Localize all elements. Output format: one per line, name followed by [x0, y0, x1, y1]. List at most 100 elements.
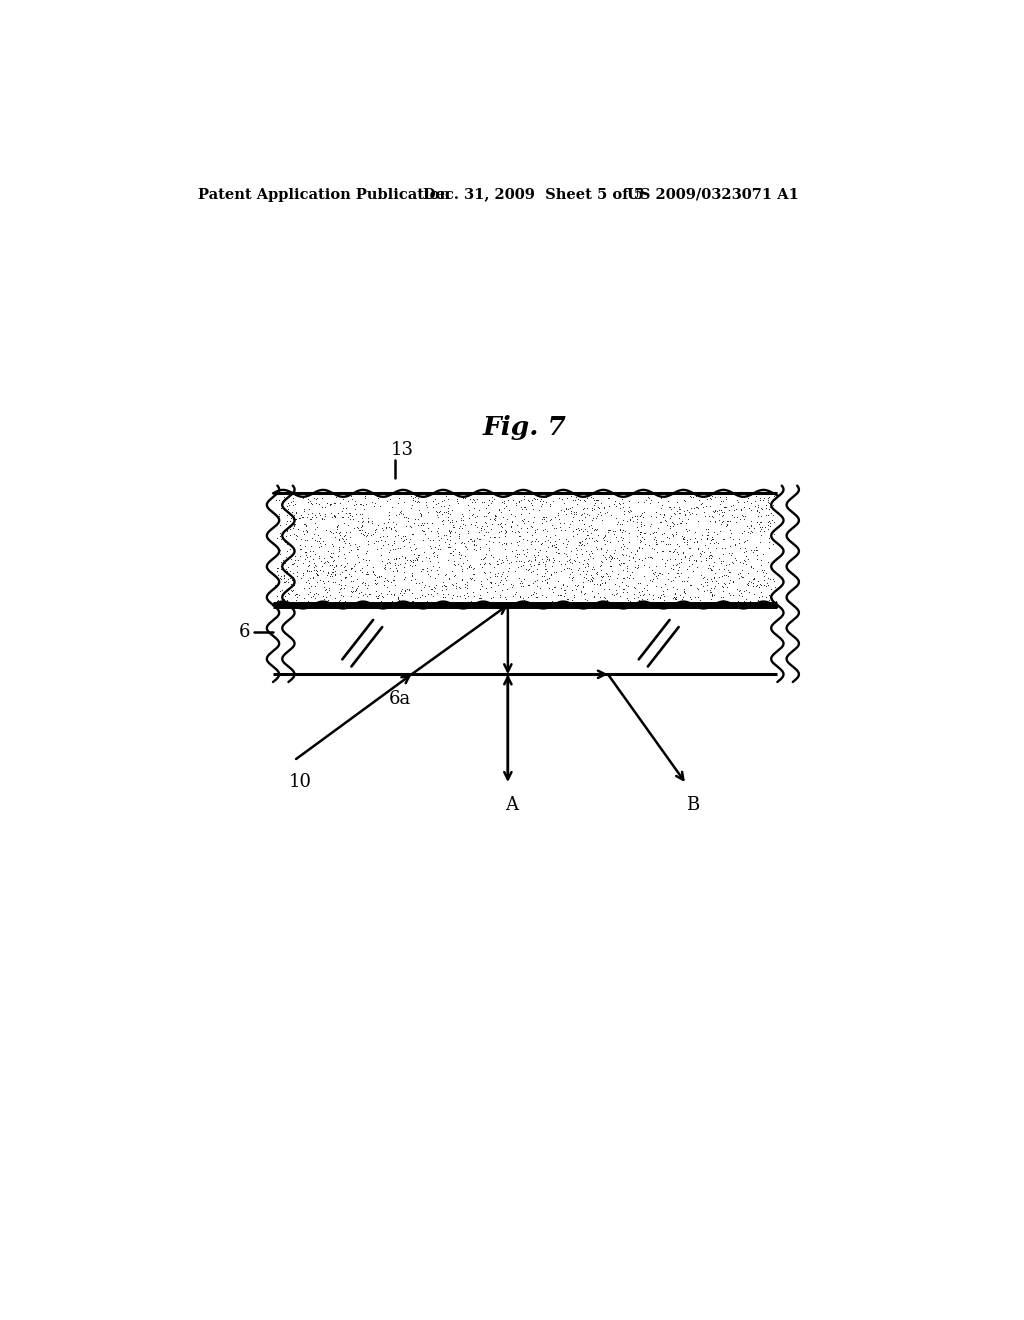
- Point: [615, 552, 632, 573]
- Point: [292, 535, 308, 556]
- Point: [300, 488, 316, 510]
- Point: [630, 520, 646, 541]
- Point: [568, 546, 585, 568]
- Point: [602, 520, 618, 541]
- Point: [682, 528, 698, 549]
- Point: [420, 517, 436, 539]
- Point: [437, 564, 454, 585]
- Point: [424, 512, 440, 533]
- Point: [328, 507, 344, 528]
- Point: [457, 536, 473, 557]
- Point: [285, 494, 301, 515]
- Point: [301, 498, 317, 519]
- Point: [419, 590, 435, 611]
- Point: [441, 536, 458, 557]
- Point: [439, 502, 456, 523]
- Point: [611, 492, 628, 513]
- Point: [745, 568, 762, 589]
- Point: [437, 486, 454, 507]
- Point: [272, 556, 289, 577]
- Point: [451, 543, 467, 564]
- Point: [616, 568, 633, 589]
- Point: [743, 556, 760, 577]
- Point: [430, 552, 446, 573]
- Point: [657, 556, 674, 577]
- Point: [745, 569, 762, 590]
- Point: [323, 494, 339, 515]
- Point: [715, 528, 731, 549]
- Point: [568, 519, 585, 540]
- Point: [372, 566, 388, 587]
- Point: [588, 490, 604, 511]
- Point: [679, 531, 695, 552]
- Point: [311, 545, 328, 566]
- Point: [459, 549, 475, 570]
- Point: [359, 531, 376, 552]
- Point: [472, 587, 488, 609]
- Point: [701, 486, 718, 507]
- Point: [445, 516, 462, 537]
- Point: [478, 533, 495, 554]
- Point: [526, 581, 543, 602]
- Point: [688, 531, 705, 552]
- Point: [568, 487, 585, 508]
- Point: [353, 503, 370, 524]
- Point: [317, 506, 334, 527]
- Point: [331, 537, 347, 558]
- Point: [268, 490, 285, 511]
- Point: [284, 507, 300, 528]
- Point: [346, 490, 362, 511]
- Point: [601, 546, 617, 568]
- Point: [444, 574, 461, 595]
- Point: [507, 521, 523, 543]
- Point: [705, 570, 721, 591]
- Point: [727, 535, 743, 556]
- Point: [293, 568, 309, 589]
- Point: [364, 512, 380, 533]
- Point: [342, 535, 358, 556]
- Point: [547, 591, 563, 612]
- Point: [630, 525, 646, 546]
- Point: [615, 553, 632, 574]
- Point: [282, 539, 298, 560]
- Point: [486, 566, 503, 587]
- Point: [615, 568, 632, 589]
- Point: [501, 557, 517, 578]
- Point: [272, 569, 289, 590]
- Point: [451, 541, 467, 562]
- Point: [753, 517, 769, 539]
- Point: [403, 590, 420, 611]
- Point: [706, 532, 722, 553]
- Point: [697, 549, 714, 570]
- Point: [760, 519, 776, 540]
- Point: [737, 529, 754, 550]
- Point: [454, 569, 470, 590]
- Point: [695, 579, 712, 601]
- Point: [341, 564, 357, 585]
- Point: [288, 590, 304, 611]
- Point: [469, 488, 485, 510]
- Point: [342, 508, 358, 529]
- Point: [414, 558, 430, 579]
- Point: [373, 565, 389, 586]
- Point: [415, 558, 431, 579]
- Point: [313, 496, 330, 517]
- Point: [613, 572, 630, 593]
- Point: [718, 496, 734, 517]
- Point: [613, 537, 630, 558]
- Point: [589, 517, 605, 539]
- Point: [269, 590, 286, 611]
- Point: [739, 490, 756, 511]
- Point: [269, 537, 286, 558]
- Point: [459, 539, 475, 560]
- Point: [420, 528, 436, 549]
- Point: [295, 564, 311, 585]
- Point: [607, 574, 624, 595]
- Point: [701, 579, 718, 601]
- Point: [515, 529, 531, 550]
- Point: [732, 566, 749, 587]
- Point: [701, 581, 718, 602]
- Point: [496, 533, 512, 554]
- Point: [675, 586, 691, 607]
- Point: [737, 579, 754, 601]
